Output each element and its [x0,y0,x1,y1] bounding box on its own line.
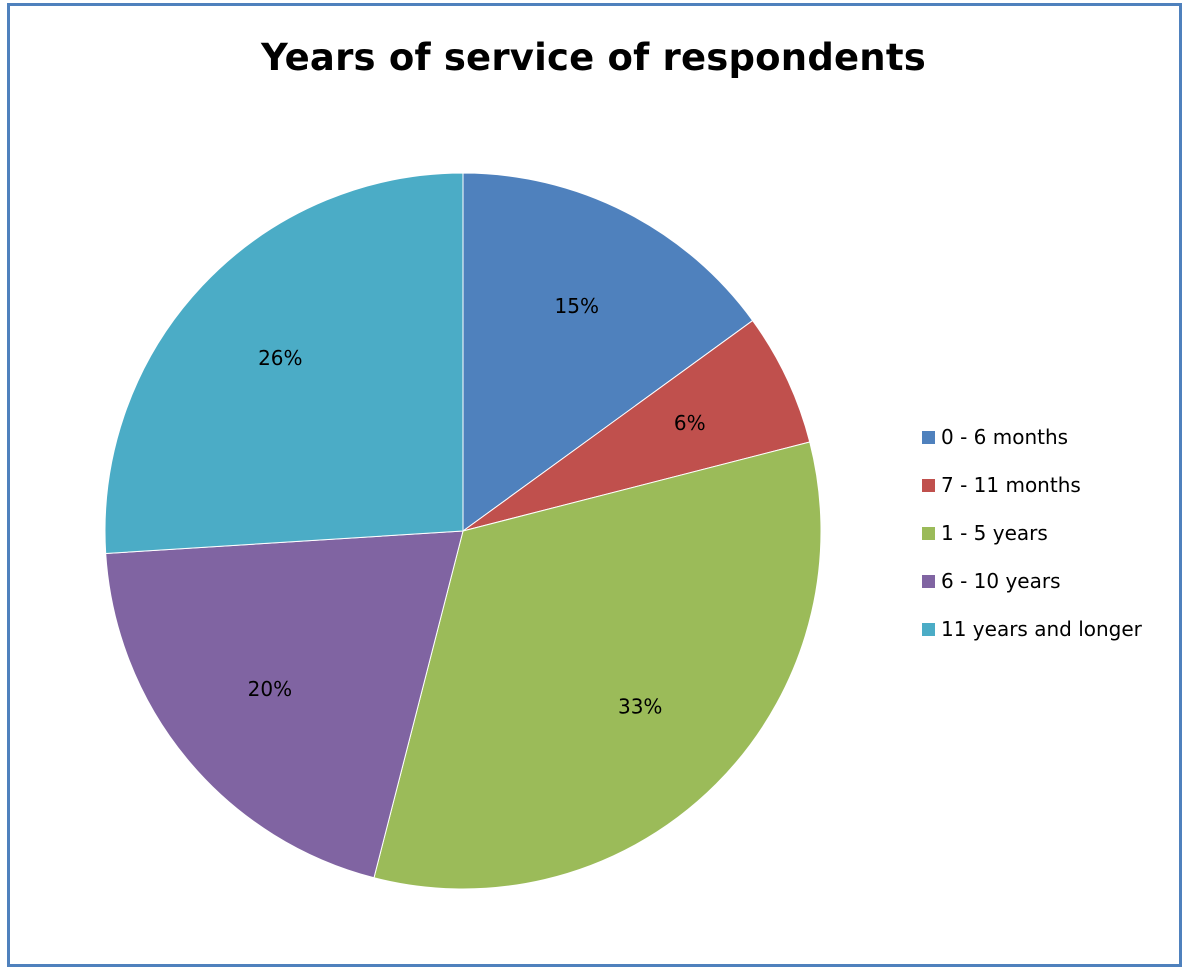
legend-item: 11 years and longer [922,617,1142,641]
pie-slice [104,172,464,555]
pie-slices [104,172,822,890]
chart-title: Years of service of respondents [261,36,926,79]
data-label: 6% [674,411,706,435]
pie-slice [105,530,464,879]
legend-item: 7 - 11 months [922,473,1142,497]
legend-item: 6 - 10 years [922,569,1142,593]
legend-item: 1 - 5 years [922,521,1142,545]
legend-item: 0 - 6 months [922,425,1142,449]
legend-label: 6 - 10 years [941,569,1061,593]
legend-label: 7 - 11 months [941,473,1081,497]
pie-slice [462,172,754,532]
legend-label: 1 - 5 years [941,521,1048,545]
data-label: 20% [248,677,292,701]
legend-swatch [922,478,935,492]
legend-label: 0 - 6 months [941,425,1069,449]
data-label: 33% [618,695,662,719]
legend-swatch [922,430,935,444]
legend-swatch [922,526,935,540]
pie-slice [462,319,811,532]
legend-swatch [922,622,935,636]
legend-swatch [922,574,935,588]
legend: 0 - 6 months 7 - 11 months 1 - 5 years 6… [922,425,1142,665]
pie-slice [373,441,822,890]
data-label: 26% [258,346,302,370]
pie-data-labels: 15% 6% 33% 20% 26% [248,294,706,718]
legend-label: 11 years and longer [941,617,1142,641]
data-label: 15% [555,294,599,318]
